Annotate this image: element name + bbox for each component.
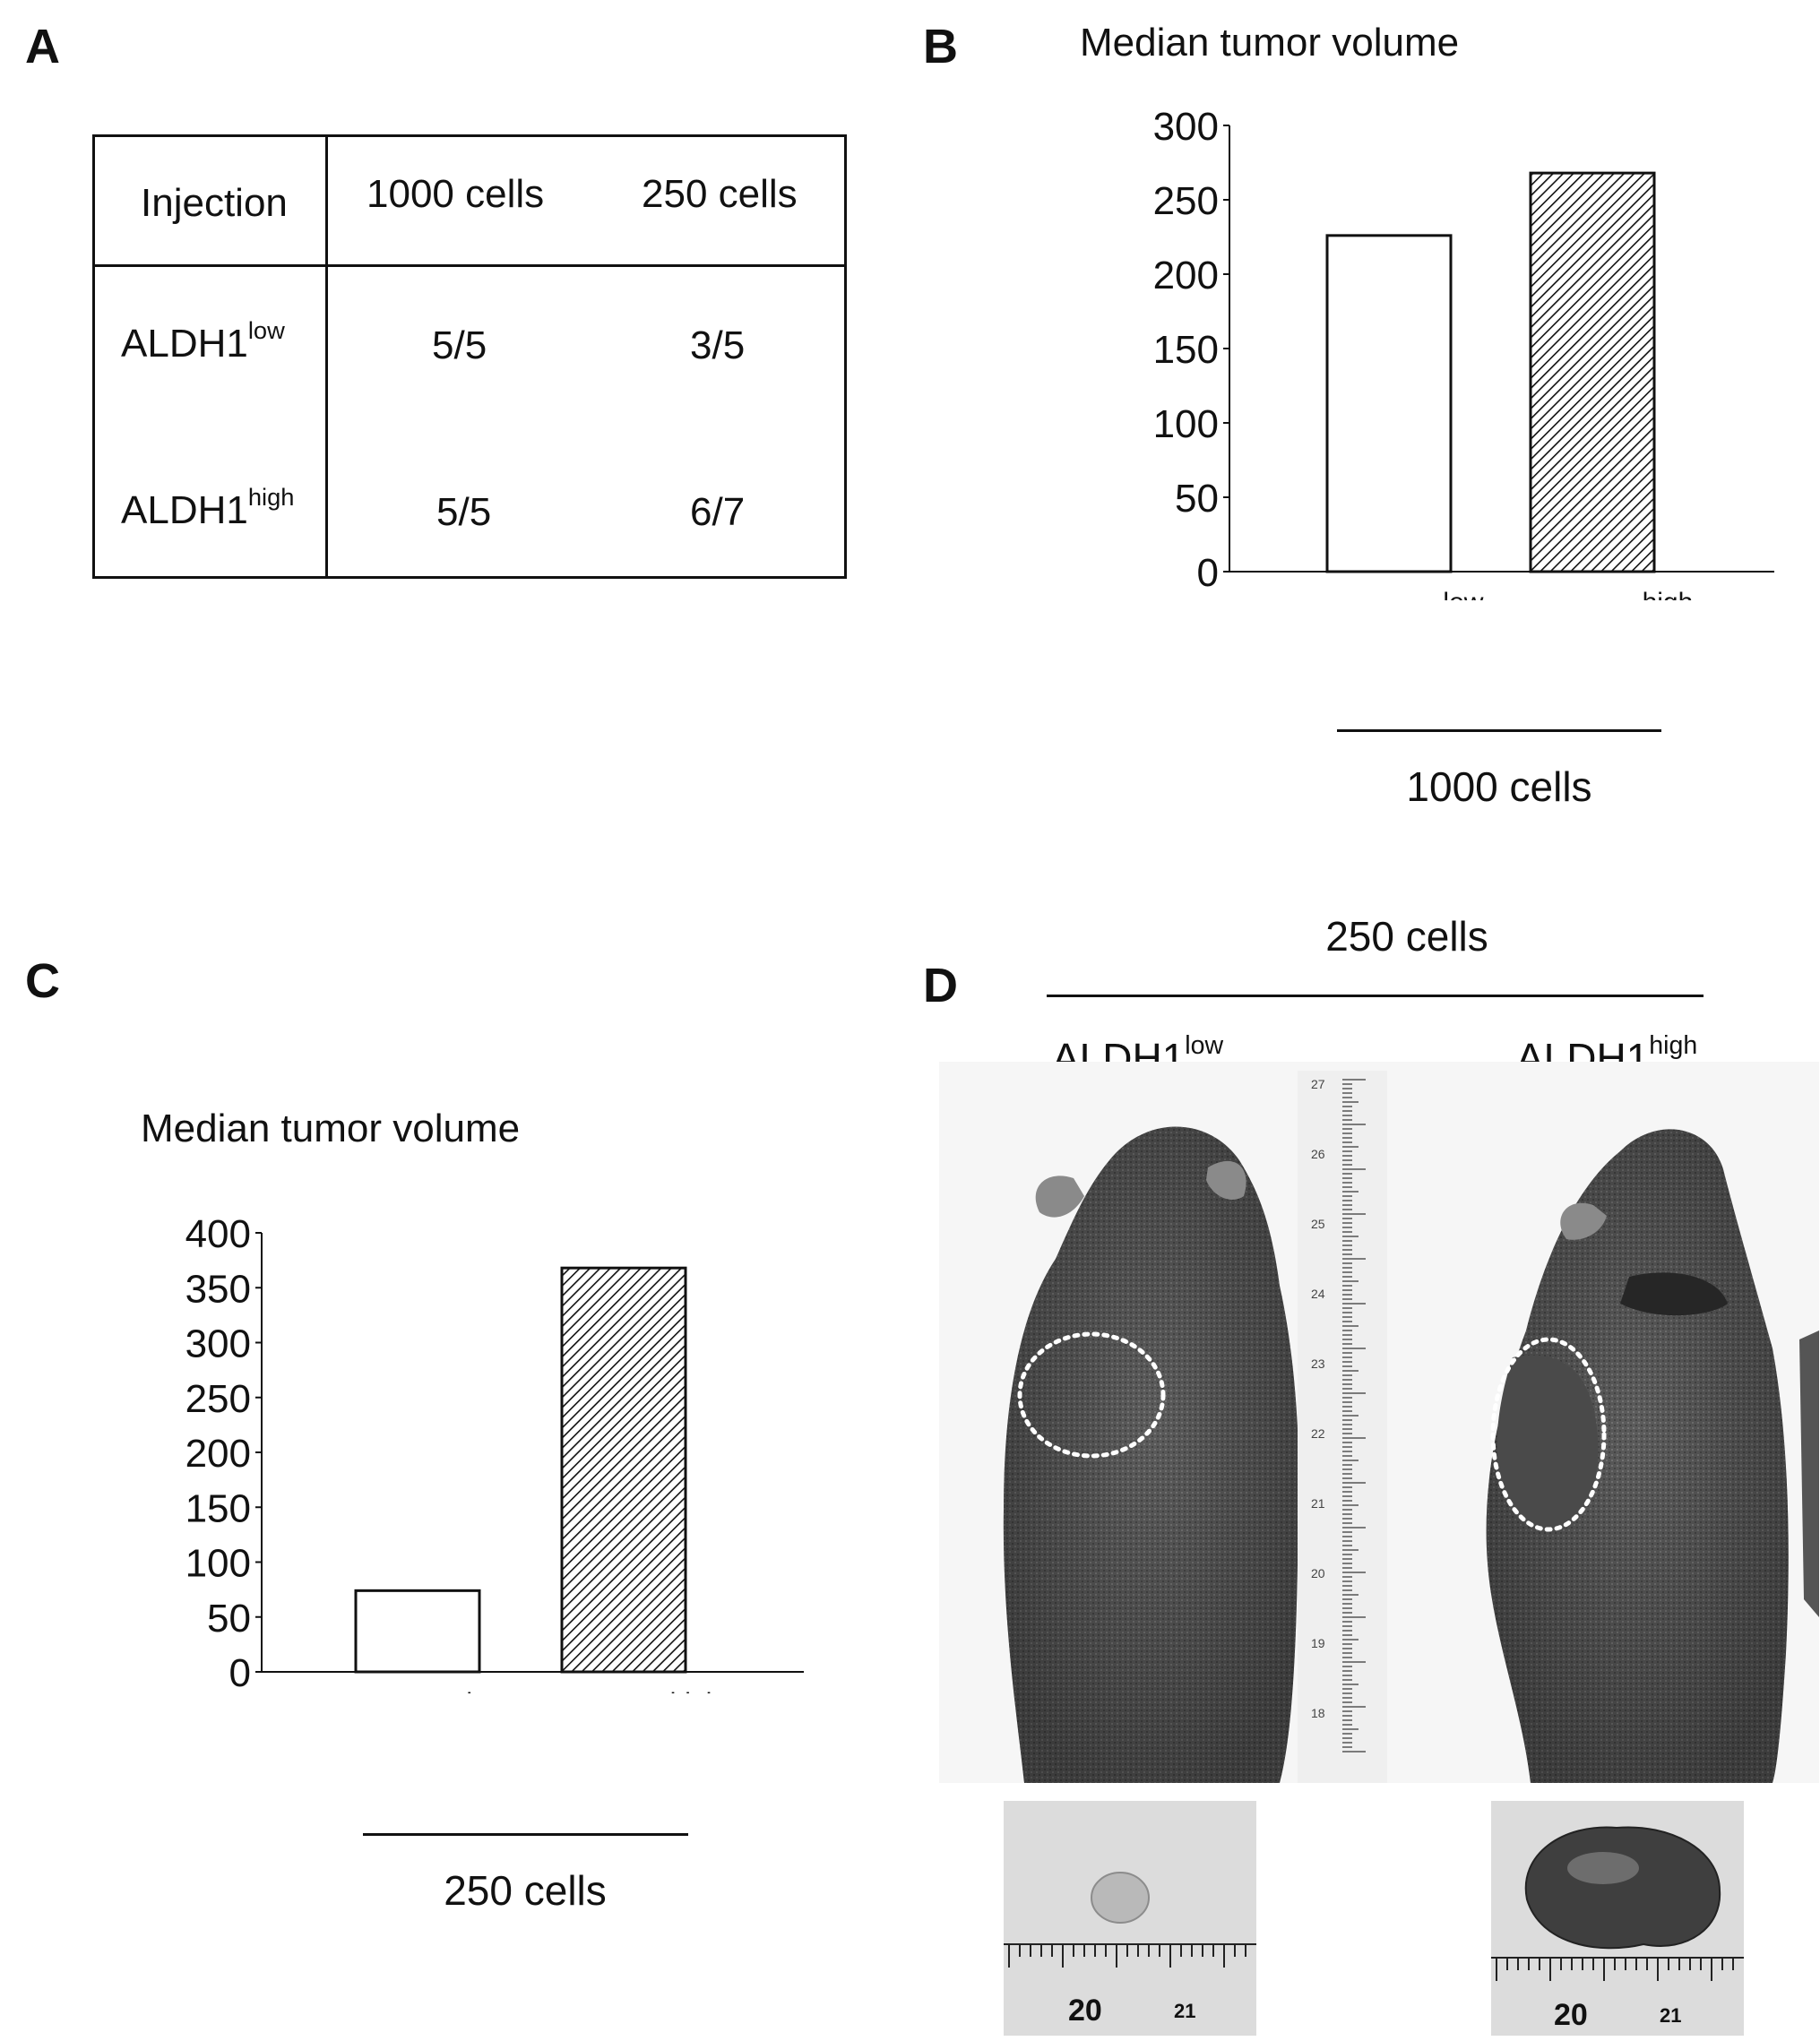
bar-low — [1325, 234, 1453, 573]
panel-label-c: C — [25, 954, 60, 1008]
table-cell-low-1000: 5/5 — [432, 323, 487, 367]
panel-label-b: B — [923, 20, 958, 73]
panel-label-d: D — [923, 959, 958, 1012]
x-category-label: ALDH1high — [1515, 588, 1694, 600]
y-tick-label: 200 — [185, 1432, 251, 1476]
y-tick-label: 0 — [1197, 551, 1219, 595]
table-divider-horizontal — [95, 264, 844, 267]
chart-title: Median tumor volume — [141, 1107, 520, 1150]
table-cell-high-1000: 5/5 — [436, 490, 492, 534]
tumor-ruler-high-21: 21 — [1660, 2004, 1681, 2027]
table-cell-high-250: 6/7 — [690, 490, 746, 534]
mouse-photographs: 27 26 25 24 23 22 21 20 19 18 — [939, 1062, 1819, 1783]
panel-d-header: 250 cells — [1325, 913, 1488, 960]
y-tick-label: 300 — [1153, 108, 1219, 149]
table-cell-low-250: 3/5 — [690, 323, 746, 367]
y-tick-label: 50 — [207, 1597, 251, 1641]
y-tick-label: 100 — [185, 1542, 251, 1586]
group-label-250-cells: 250 cells — [444, 1867, 607, 1914]
table-header-250-cells: 250 cells — [642, 172, 798, 216]
tumor-ruler-low-20: 20 — [1068, 1994, 1102, 2028]
y-tick-label: 350 — [185, 1267, 251, 1311]
y-tick-label: 200 — [1153, 254, 1219, 297]
bar-chart-250-cells: Median tumor volume 0 50 100 150 200 250 300 350… — [141, 1107, 804, 1693]
tumor-photo-low: 20 21 — [1004, 1801, 1256, 2036]
y-tick-label: 0 — [229, 1651, 251, 1693]
x-category-label: ALDH1low — [1316, 588, 1484, 600]
ruler-label: 18 — [1311, 1706, 1325, 1720]
panel-label-a: A — [25, 20, 60, 73]
table-header-injection: Injection — [141, 181, 288, 225]
bar-high — [1529, 171, 1656, 573]
bar-low — [354, 1589, 481, 1674]
group-bracket-250 — [363, 1833, 688, 1836]
y-tick-label: 50 — [1175, 477, 1219, 521]
tumor-photo-high: 20 21 — [1491, 1801, 1744, 2036]
x-category-label: ALDH1low — [340, 1688, 507, 1693]
result-table — [92, 134, 847, 579]
tumor-ruler-low-21: 21 — [1174, 2000, 1195, 2022]
y-tick-label: 150 — [1153, 328, 1219, 372]
y-tick-label: 250 — [1153, 179, 1219, 223]
bar-chart-1000-cells: 050100150200250300ALDH1lown = 5ALDH1high… — [1153, 108, 1774, 600]
panel-d-header-rule — [1047, 995, 1704, 997]
ruler-label: 24 — [1311, 1287, 1325, 1301]
x-category-label: ALDH1high — [543, 1688, 721, 1693]
bar-high — [560, 1266, 687, 1674]
ruler-label: 19 — [1311, 1636, 1325, 1650]
ruler-label: 23 — [1311, 1356, 1325, 1371]
ruler-label: 26 — [1311, 1147, 1325, 1161]
ruler-label: 21 — [1311, 1496, 1325, 1511]
group-bracket-1000 — [1337, 729, 1661, 732]
table-row-label-high: ALDH1high — [121, 482, 295, 532]
tumor-ruler-high-20: 20 — [1554, 1998, 1588, 2032]
chart-title-b: Median tumor volume — [1080, 21, 1460, 65]
group-label-1000-cells: 1000 cells — [1406, 763, 1592, 810]
y-tick-label: 150 — [185, 1486, 251, 1530]
table-header-1000-cells: 1000 cells — [367, 172, 545, 216]
y-tick-label: 300 — [185, 1322, 251, 1366]
table-row-label-low: ALDH1low — [121, 315, 285, 366]
ruler-label: 20 — [1311, 1566, 1325, 1580]
y-tick-label: 250 — [185, 1377, 251, 1421]
table-divider-vertical — [325, 137, 328, 576]
y-tick-label: 100 — [1153, 402, 1219, 446]
y-tick-label: 400 — [185, 1212, 251, 1256]
ruler-label: 25 — [1311, 1217, 1325, 1231]
ruler-label: 22 — [1311, 1426, 1325, 1441]
ruler-label: 27 — [1311, 1077, 1325, 1091]
mouse-right-image — [1486, 1129, 1819, 1783]
mouse-left-image — [1003, 1126, 1299, 1783]
ruler-image: 27 26 25 24 23 22 21 20 19 18 — [1298, 1071, 1387, 1783]
